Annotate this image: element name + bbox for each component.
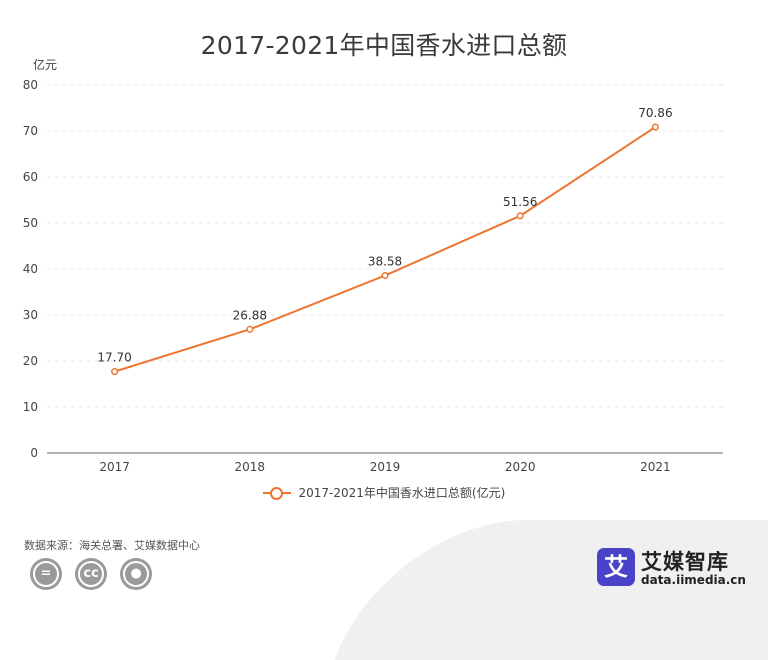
x-tick-label: 2019 [370,460,401,474]
brand-name: 艾媒智库 [641,550,729,574]
data-source-note: 数据来源：海关总署、艾媒数据中心 [24,539,200,552]
x-tick-label: 2018 [235,460,266,474]
series-group: 17.70 26.88 38.58 51.56 70.86 [97,106,673,376]
data-label: 26.88 [233,308,267,322]
y-tick-label: 70 [23,124,38,138]
y-tick-label: 50 [23,216,38,230]
data-point[interactable] [246,325,254,333]
data-point[interactable] [651,123,659,131]
line-chart: 0 10 20 30 40 50 60 70 80 2017 2018 2019 2020 2021 1… [23,78,723,474]
data-point[interactable] [111,368,119,376]
x-tick-label: 2017 [99,460,130,474]
y-tick-label: 60 [23,170,38,184]
brand-url: data.iimedia.cn [641,573,746,587]
legend[interactable]: 2017-2021年中国香水进口总额(亿元) [0,484,768,501]
brand-logo: 艾 [597,548,635,586]
gridlines [47,84,723,408]
data-point[interactable] [381,271,389,280]
y-axis-unit-label: 亿元 [33,58,58,72]
y-tick-labels: 0 10 20 30 40 50 60 70 80 [23,78,38,460]
x-tick-label: 2020 [505,460,536,474]
data-label: 38.58 [368,255,402,269]
cc-icon: cc [75,558,108,590]
y-tick-label: 30 [23,308,38,322]
y-tick-label: 80 [23,78,38,92]
legend-label: 2017-2021年中国香水进口总额(亿元) [298,486,506,500]
equals-icon: = [30,558,62,590]
y-tick-label: 0 [30,446,38,460]
x-tick-labels: 2017 2018 2019 2020 2021 [99,460,670,474]
license-icons: = cc ● [30,558,160,590]
data-label: 51.56 [503,195,537,209]
chart-title: 2017-2021年中国香水进口总额 [200,31,568,60]
y-tick-label: 20 [23,354,38,368]
data-label: 70.86 [638,106,672,120]
legend-marker-icon [262,486,291,500]
y-tick-label: 40 [23,262,38,276]
watermark-band [334,520,768,660]
series-line [114,126,656,373]
data-point[interactable] [516,212,524,220]
y-tick-label: 10 [23,400,38,414]
data-label: 17.70 [97,351,131,365]
person-icon: ● [120,558,153,590]
x-tick-label: 2021 [640,460,671,474]
